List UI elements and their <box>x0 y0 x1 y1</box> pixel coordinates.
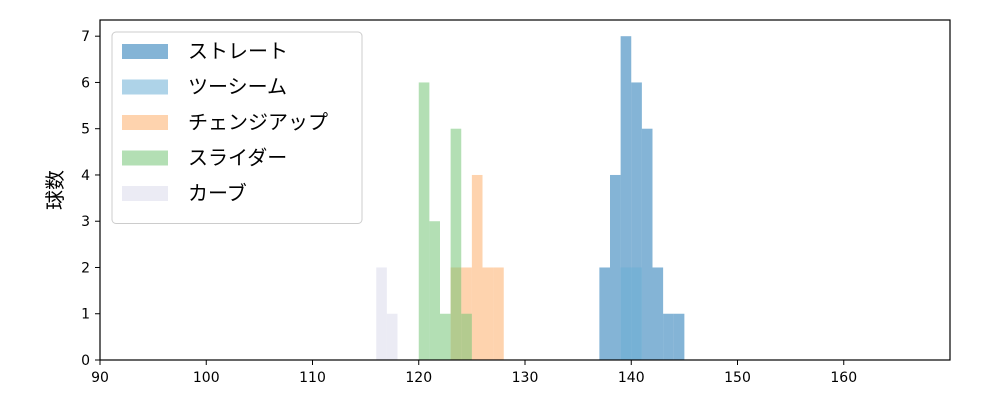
x-tick-label-2: 110 <box>299 370 326 386</box>
bar-3-0 <box>418 82 430 361</box>
y-axis-label: 球数 <box>43 170 67 210</box>
x-tick-label-3: 120 <box>405 370 432 386</box>
legend-swatch-0 <box>122 44 168 59</box>
bar-0-5 <box>652 267 664 360</box>
bar-2-2 <box>471 174 483 360</box>
bar-4-0 <box>376 267 387 360</box>
bar-3-1 <box>429 221 440 360</box>
x-tick-label-1: 100 <box>193 370 220 386</box>
legend-label-3: スライダー <box>188 146 287 170</box>
legend-swatch-1 <box>122 79 168 95</box>
x-axis: 90 100 110 120 130 140 150 160 <box>91 360 857 386</box>
legend-swatch-4 <box>122 186 168 201</box>
bar-2-4 <box>493 267 504 360</box>
x-tick-label-5: 140 <box>618 370 645 386</box>
y-tick-label-6: 6 <box>81 75 90 91</box>
y-tick-label-3: 3 <box>81 214 90 230</box>
x-tick-label-0: 90 <box>91 370 109 386</box>
y-tick-label-1: 1 <box>81 307 90 323</box>
y-tick-label-4: 4 <box>81 168 90 184</box>
x-tick-label-7: 160 <box>830 370 857 386</box>
x-tick-label-6: 150 <box>724 370 751 386</box>
bar-0-4 <box>641 128 653 360</box>
y-tick-label-0: 0 <box>81 353 90 369</box>
bar-0-0 <box>599 267 610 360</box>
bar-2-3 <box>482 267 494 360</box>
bar-0-3 <box>631 82 642 361</box>
bar-0-6 <box>663 313 674 360</box>
bar-3-2 <box>440 313 451 360</box>
bar-1-0 <box>620 267 642 360</box>
legend-box <box>111 31 363 224</box>
legend-swatch-3 <box>122 150 168 166</box>
x-tick-label-4: 130 <box>512 370 539 386</box>
y-tick-label-7: 7 <box>81 29 90 45</box>
legend-swatch-2 <box>122 115 168 130</box>
legend-label-1: ツーシーム <box>188 75 287 99</box>
bars-layer <box>376 36 685 361</box>
y-axis: 0 1 2 3 4 5 6 7 <box>81 29 100 369</box>
legend-label-4: カーブ <box>188 181 247 205</box>
y-tick-label-2: 2 <box>81 260 90 276</box>
legend-label-2: チェンジアップ <box>188 110 328 134</box>
bar-3-3 <box>450 128 462 360</box>
bar-0-2 <box>620 36 632 360</box>
bar-0-7 <box>673 313 685 360</box>
bar-3-4 <box>461 313 472 360</box>
bar-4-1 <box>386 313 398 360</box>
bar-0-1 <box>610 174 621 360</box>
legend-label-0: ストレート <box>188 39 288 63</box>
y-tick-label-5: 5 <box>81 122 90 138</box>
